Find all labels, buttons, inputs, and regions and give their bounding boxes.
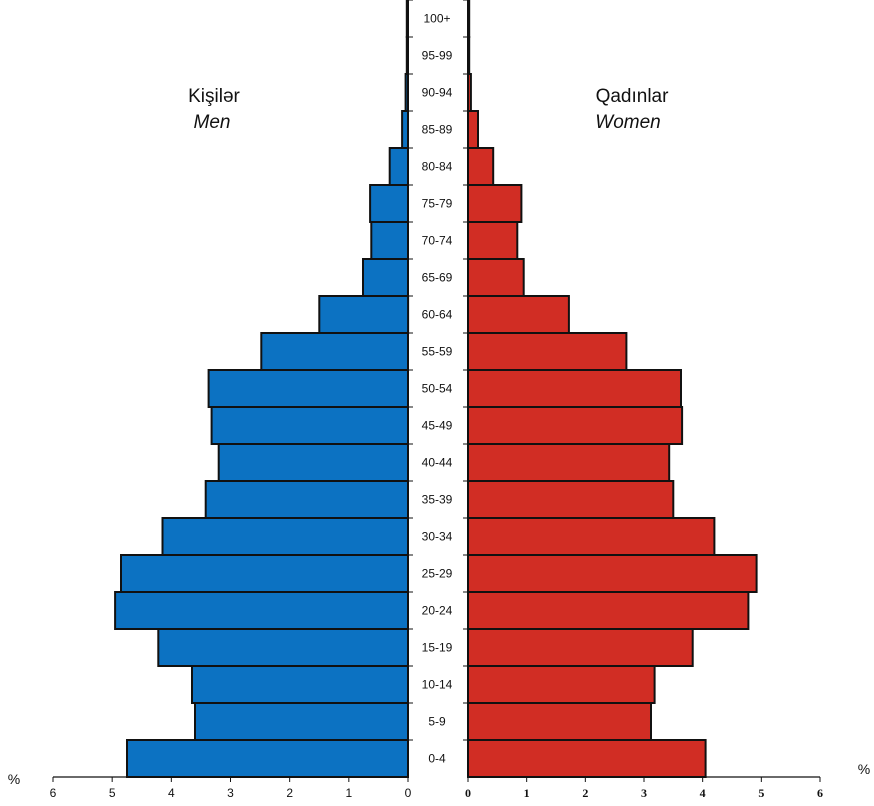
men-bar-30-34 [161,517,409,556]
men-bar-45-49 [210,406,409,445]
men-bar-40-44 [217,443,409,482]
women-bar-20-24 [467,591,750,630]
women-bar-45-49 [467,406,684,445]
women-bar-85-89 [467,110,479,149]
age-group-label: 0-4 [428,752,446,766]
women-bar-30-34 [467,517,716,556]
women-title-az: Qadınlar [596,86,670,107]
men-bar-75-79 [369,184,410,223]
men-bar-20-24 [114,591,409,630]
left-unit-label: % [8,771,20,787]
women-bar-10-14 [467,665,656,704]
age-group-label: 70-74 [422,234,453,248]
men-bar-10-14 [191,665,409,704]
women-x-tick-label: 0 [465,786,471,800]
men-title-az: Kişilər [188,86,240,107]
men-bar-70-74 [370,221,409,260]
men-x-tick-label: 5 [109,786,116,800]
age-group-label: 85-89 [422,123,453,137]
men-bar-60-64 [318,295,410,334]
women-bar-35-39 [467,480,675,519]
women-bar-0-4 [467,739,707,778]
age-group-label: 95-99 [422,49,453,63]
women-x-tick-label: 4 [700,786,706,800]
age-group-label: 45-49 [422,419,453,433]
age-group-label: 40-44 [422,456,453,470]
men-title-en: Men [194,112,231,133]
men-bar-50-54 [207,369,409,408]
men-bar-0-4 [126,739,409,778]
women-x-tick-label: 3 [641,786,647,800]
men-bar-15-19 [157,628,409,667]
women-bar-55-59 [467,332,628,371]
women-bar-60-64 [467,295,570,334]
women-x-tick-label: 1 [524,786,530,800]
women-bar-50-54 [467,369,682,408]
men-bar-80-84 [388,147,410,186]
men-bar-35-39 [204,480,409,519]
age-axis: 0-4 5-9 10-14 15-19 20-24 25-29 30-34 35-39 40-4… [407,0,469,777]
women-bar-40-44 [467,443,671,482]
women-title-en: Women [595,112,660,133]
age-group-label: 25-29 [422,567,453,581]
x-axes: 0 1 2 3 4 5 6 0 1 2 3 4 5 6 [50,776,823,800]
men-x-tick-label: 0 [405,786,412,800]
women-bar-65-69 [467,258,525,297]
age-group-label: 60-64 [422,308,453,322]
age-group-label: 30-34 [422,530,453,544]
women-x-tick-label: 5 [758,786,764,800]
women-bar-80-84 [467,147,495,186]
men-bar-85-89 [401,110,410,149]
women-bar-75-79 [467,184,523,223]
right-unit-label: % [858,761,870,777]
age-group-label: 75-79 [422,197,453,211]
age-group-label: 90-94 [422,86,453,100]
age-group-label: 15-19 [422,641,453,655]
women-x-tick-label: 6 [817,786,823,800]
age-group-label: 35-39 [422,493,453,507]
men-bars [114,0,410,778]
women-bars [467,0,758,778]
age-group-label: 10-14 [422,678,453,692]
age-group-label: 65-69 [422,271,453,285]
women-bar-25-29 [467,554,758,593]
men-x-tick-label: 6 [50,786,57,800]
age-group-label: 20-24 [422,604,453,618]
age-group-label: 100+ [423,12,450,26]
women-bar-5-9 [467,702,652,741]
age-group-label: 55-59 [422,345,453,359]
men-bar-55-59 [260,332,409,371]
men-bar-5-9 [194,702,409,741]
men-x-tick-label: 1 [345,786,352,800]
women-x-tick-label: 2 [582,786,588,800]
age-group-label: 50-54 [422,382,453,396]
women-bar-15-19 [467,628,694,667]
age-group-label: 80-84 [422,160,453,174]
men-bar-25-29 [120,554,409,593]
women-bar-70-74 [467,221,519,260]
men-x-tick-label: 2 [286,786,293,800]
age-group-label: 5-9 [428,715,446,729]
men-x-tick-label: 4 [168,786,175,800]
men-bar-65-69 [362,258,409,297]
men-x-tick-label: 3 [227,786,234,800]
